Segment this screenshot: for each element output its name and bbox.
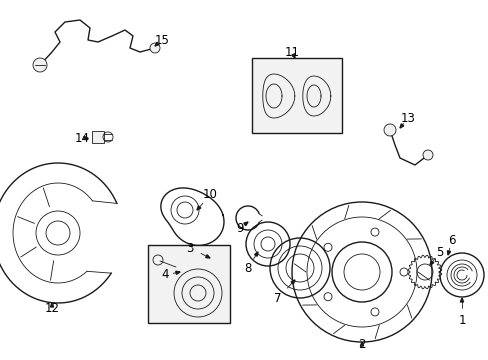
Polygon shape bbox=[360, 342, 363, 346]
Polygon shape bbox=[84, 136, 88, 140]
Polygon shape bbox=[399, 124, 403, 128]
Text: 2: 2 bbox=[358, 338, 365, 351]
Bar bbox=[92, 131, 104, 143]
Bar bbox=[148, 245, 229, 323]
Circle shape bbox=[33, 58, 47, 72]
Polygon shape bbox=[254, 252, 258, 256]
Text: 1: 1 bbox=[457, 314, 465, 327]
Text: 6: 6 bbox=[447, 234, 455, 247]
Polygon shape bbox=[175, 271, 180, 274]
Polygon shape bbox=[429, 261, 433, 265]
Text: 5: 5 bbox=[435, 246, 443, 258]
Polygon shape bbox=[197, 206, 201, 210]
Polygon shape bbox=[205, 255, 209, 258]
Text: 9: 9 bbox=[236, 221, 243, 234]
Polygon shape bbox=[291, 54, 294, 58]
Text: 11: 11 bbox=[284, 45, 299, 58]
Text: 8: 8 bbox=[244, 261, 251, 274]
Bar bbox=[251, 58, 341, 133]
Polygon shape bbox=[460, 298, 463, 302]
Polygon shape bbox=[50, 303, 54, 307]
Text: 15: 15 bbox=[154, 33, 169, 46]
Text: 13: 13 bbox=[400, 112, 415, 125]
Text: 10: 10 bbox=[202, 189, 217, 202]
Text: 7: 7 bbox=[274, 292, 281, 305]
Circle shape bbox=[383, 124, 395, 136]
Circle shape bbox=[150, 43, 160, 53]
Polygon shape bbox=[244, 222, 247, 226]
Text: 3: 3 bbox=[186, 242, 193, 255]
Polygon shape bbox=[290, 280, 294, 284]
Circle shape bbox=[422, 150, 432, 160]
Text: 4: 4 bbox=[161, 269, 168, 282]
Polygon shape bbox=[155, 42, 159, 46]
Polygon shape bbox=[447, 251, 449, 255]
Text: 14: 14 bbox=[74, 131, 89, 144]
Text: 12: 12 bbox=[44, 302, 60, 315]
